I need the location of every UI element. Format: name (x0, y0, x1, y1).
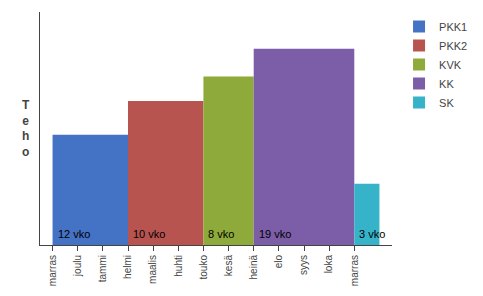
svg-text:maalis: maalis (147, 255, 158, 284)
svg-text:joulu: joulu (72, 255, 83, 277)
svg-text:Teho: Teho (22, 98, 30, 159)
svg-text:19 vko: 19 vko (259, 228, 291, 240)
svg-text:heinä: heinä (248, 255, 259, 280)
svg-text:PKK1: PKK1 (439, 21, 467, 33)
svg-text:huhti: huhti (173, 255, 184, 277)
svg-text:PKK2: PKK2 (439, 40, 467, 52)
svg-text:marras: marras (47, 255, 58, 286)
svg-text:3 vko: 3 vko (359, 228, 385, 240)
svg-text:loka: loka (323, 255, 334, 274)
svg-text:marras: marras (349, 255, 360, 286)
svg-text:kesä: kesä (223, 255, 234, 277)
svg-text:12 vko: 12 vko (58, 228, 90, 240)
svg-text:syys: syys (298, 255, 309, 275)
svg-text:KK: KK (439, 78, 454, 90)
svg-text:KVK: KVK (439, 59, 462, 71)
svg-text:helmi: helmi (122, 255, 133, 279)
svg-text:elo: elo (273, 255, 284, 269)
svg-text:tammi: tammi (97, 255, 108, 282)
svg-text:touko: touko (198, 255, 209, 280)
svg-text:10 vko: 10 vko (133, 228, 165, 240)
svg-text:SK: SK (439, 97, 454, 109)
svg-text:8 vko: 8 vko (208, 228, 234, 240)
